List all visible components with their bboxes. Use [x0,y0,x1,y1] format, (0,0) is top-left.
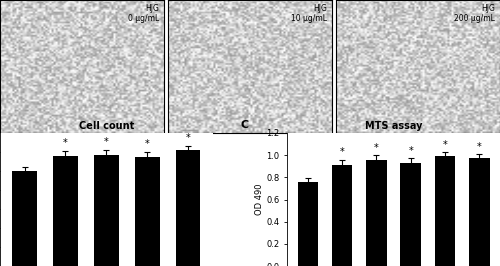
Text: C: C [240,120,248,130]
Bar [332,165,352,266]
Text: *: * [145,139,150,149]
Bar [400,163,421,266]
Text: *: * [340,147,344,157]
Bar [298,182,318,266]
Title: MTS assay: MTS assay [365,121,422,131]
Text: *: * [408,146,413,156]
Title: Cell count: Cell count [79,121,134,131]
Bar [53,156,78,266]
Text: *: * [104,137,109,147]
Y-axis label: OD 490: OD 490 [254,184,264,215]
Text: *: * [477,142,482,152]
Bar [469,159,490,266]
Bar [94,155,118,266]
Bar [12,171,37,266]
Bar [176,150,201,266]
Text: HJG
10 μg/mL: HJG 10 μg/mL [292,4,328,23]
Text: HJG
200 μg/mL: HJG 200 μg/mL [454,4,495,23]
Text: *: * [186,134,190,143]
Bar [135,157,160,266]
Bar [435,156,456,266]
Bar [366,160,387,266]
Text: *: * [442,140,448,149]
Text: *: * [374,143,379,153]
Text: HJG
0 μg/mL: HJG 0 μg/mL [128,4,160,23]
Text: *: * [63,138,68,148]
